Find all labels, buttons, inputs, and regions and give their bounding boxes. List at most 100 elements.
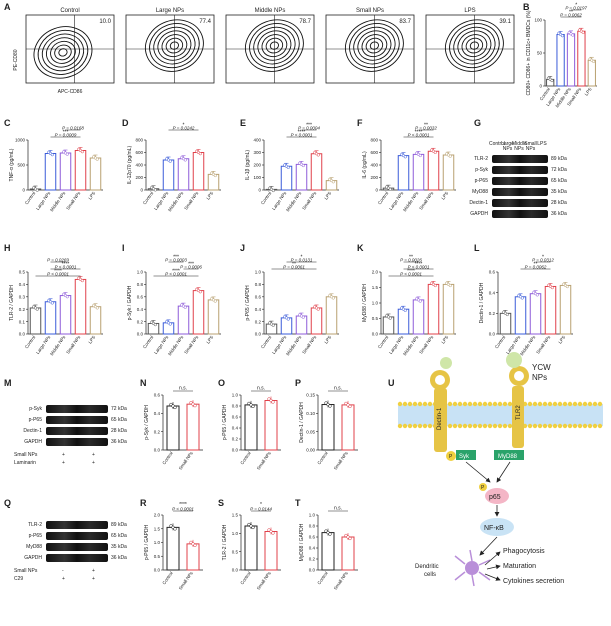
flow-contour — [453, 26, 496, 65]
bar — [44, 153, 57, 191]
bar — [412, 153, 425, 191]
y-tick-label: 0.2 — [489, 311, 496, 316]
sig-stars: * — [575, 3, 577, 9]
bar — [244, 404, 258, 451]
flow-contour — [449, 23, 500, 69]
x-tick-label: LPS — [205, 335, 214, 345]
data-point — [249, 524, 253, 528]
bar — [499, 312, 512, 335]
data-point — [563, 283, 568, 287]
y-axis-label: IL-1β (pg/mL) — [245, 150, 251, 180]
data-point — [189, 401, 193, 405]
blot-band — [46, 521, 108, 529]
data-point — [210, 171, 214, 175]
blot-lane-header: Large NPs — [501, 141, 514, 152]
y-tick-label: 0.8 — [255, 282, 262, 287]
sig-pvalue: P = 0.0061 — [283, 265, 305, 270]
svg-text:TLR2: TLR2 — [516, 405, 522, 420]
data-point — [166, 158, 171, 162]
data-point — [400, 306, 404, 310]
x-tick-label: Control — [377, 335, 389, 350]
flow-contour — [37, 29, 89, 75]
bar — [89, 157, 102, 191]
data-point — [418, 154, 422, 158]
flow-contour — [253, 26, 296, 65]
blot-band — [46, 532, 108, 540]
flow-value: 78.7 — [299, 19, 311, 25]
panel-letter-e: E — [240, 118, 247, 128]
data-point — [415, 297, 419, 301]
flow-title: Middle NPs — [255, 8, 286, 14]
dendritic-cell — [454, 549, 491, 587]
blot-kda: 28 kDa — [111, 428, 127, 434]
lipid-head — [427, 401, 433, 407]
lipid-head — [547, 401, 553, 407]
bar — [44, 301, 57, 335]
lipid-head — [587, 401, 593, 407]
data-point — [181, 304, 186, 308]
data-point — [198, 290, 202, 294]
data-point — [331, 296, 335, 300]
sig-stars: **** — [407, 269, 415, 275]
data-point — [35, 307, 39, 311]
x-tick-label: Control — [316, 451, 328, 466]
y-tick-label: 400 — [253, 138, 261, 143]
sig-stars: **** — [298, 130, 306, 136]
bar — [587, 59, 596, 87]
sig-pvalue: P = 0.0144 — [250, 507, 272, 512]
flow-title: Small NPs — [356, 8, 384, 14]
treatment-sign: + — [92, 576, 95, 582]
data-point — [283, 163, 287, 167]
y-tick-label: 600 — [135, 150, 143, 155]
x-tick-label: Middle NPs — [167, 190, 185, 212]
x-tick-label: LPS — [584, 87, 593, 97]
sig-pvalue: P < 0.0001 — [172, 507, 194, 512]
data-point — [557, 31, 561, 35]
lipid-head — [522, 423, 528, 429]
y-tick-label: 0.4 — [309, 546, 316, 551]
data-point — [578, 28, 582, 32]
x-tick-label: Small NPs — [301, 334, 318, 355]
data-point — [195, 287, 199, 291]
lipid-head — [437, 423, 443, 429]
bar — [192, 290, 205, 335]
flow-title: Control — [60, 8, 79, 14]
y-axis-label: IL-12p70 (pg/mL) — [127, 145, 133, 184]
data-point — [348, 404, 352, 409]
lipid-head — [432, 423, 438, 429]
bar — [166, 405, 180, 451]
blot-band — [46, 427, 108, 435]
sig-stars: *** — [306, 123, 312, 129]
lipid-head — [402, 423, 408, 429]
data-point — [344, 401, 348, 406]
blot-row-label: GAPDH — [470, 211, 488, 217]
data-point — [50, 153, 54, 157]
data-point — [153, 323, 157, 327]
bar — [74, 278, 87, 335]
lipid-head — [527, 401, 533, 407]
flow-contour — [369, 41, 379, 50]
y-tick-label: 0.0 — [309, 568, 316, 573]
lipid-head — [557, 423, 563, 429]
lipid-head — [537, 423, 543, 429]
bar — [546, 78, 555, 87]
x-tick-label: Small NPs — [183, 334, 200, 355]
bar — [177, 305, 190, 335]
lipid-head — [477, 401, 483, 407]
bar — [265, 188, 278, 191]
flow-contour — [349, 23, 400, 69]
bar — [59, 152, 72, 191]
y-tick-label: 1.0 — [255, 270, 262, 275]
y-tick-label: 0.6 — [137, 295, 144, 300]
data-point — [153, 188, 157, 192]
lipid-head — [417, 423, 423, 429]
data-point — [47, 150, 51, 154]
outcome-phagocytosis: Phagocytosis — [503, 548, 545, 555]
data-point — [298, 313, 302, 317]
y-tick-label: 0.00 — [306, 448, 315, 453]
data-point — [403, 308, 407, 312]
x-tick-label: Control — [24, 335, 36, 350]
data-point — [388, 316, 392, 320]
chart-n: 0.0 0.2 0.4 0.6 p-Syk / GAPDH Control Small NP… — [144, 386, 203, 471]
